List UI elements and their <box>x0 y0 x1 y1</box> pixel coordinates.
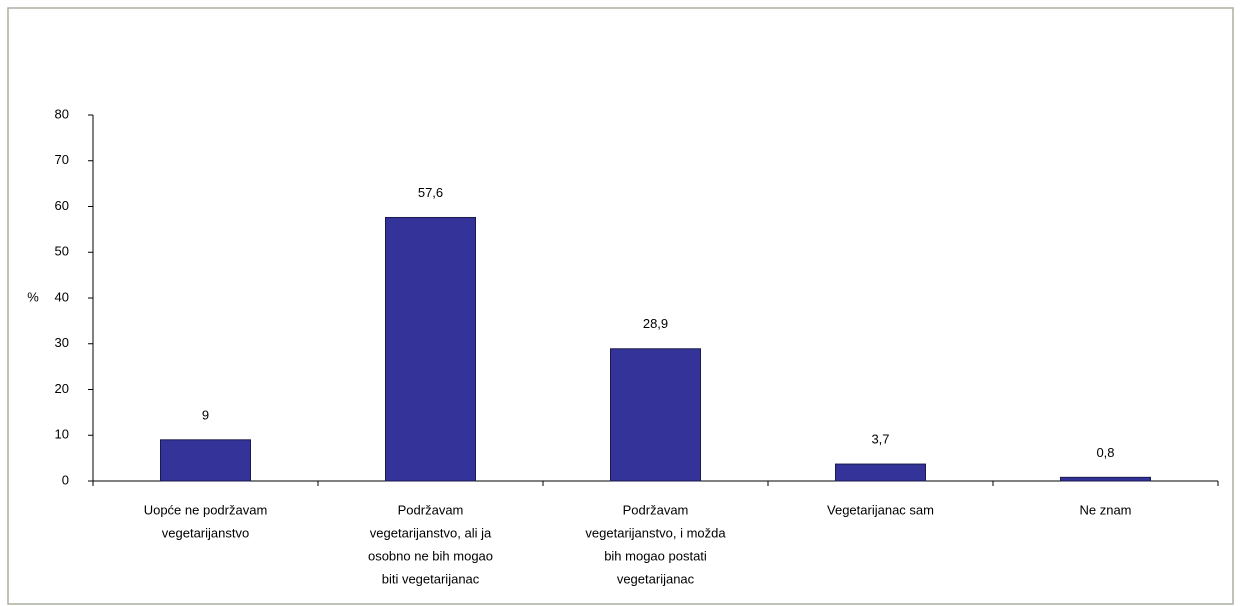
y-tick-label: 40 <box>55 289 69 304</box>
frame <box>7 7 1234 605</box>
y-tick-label: 30 <box>55 335 69 350</box>
x-tick-label: Podržavam <box>398 502 464 517</box>
x-tick-label: biti vegetarijanac <box>382 571 480 586</box>
y-tick-label: 20 <box>55 381 69 396</box>
x-tick-label: vegetarijanstvo, ali ja <box>370 525 492 540</box>
x-tick-label: vegetarijanstvo <box>162 525 249 540</box>
bar <box>835 463 926 482</box>
value-label: 9 <box>202 407 209 422</box>
y-tick-label: 70 <box>55 152 69 167</box>
bar <box>1060 476 1151 482</box>
x-tick-label: vegetarijanac <box>617 571 695 586</box>
y-tick-label: 60 <box>55 198 69 213</box>
x-tick-label: vegetarijanstvo, i možda <box>585 525 726 540</box>
x-tick-label: Podržavam <box>623 502 689 517</box>
x-tick-label: Uopće ne podržavam <box>144 502 268 517</box>
y-tick-label: 10 <box>55 427 69 442</box>
y-tick-label: 0 <box>62 472 69 487</box>
x-tick-label: bih mogao postati <box>604 548 707 563</box>
value-label: 28,9 <box>643 316 668 331</box>
x-tick-label: Ne znam <box>1079 502 1131 517</box>
value-label: 0,8 <box>1096 445 1114 460</box>
y-tick-label: 80 <box>55 106 69 121</box>
bar <box>385 216 476 482</box>
value-label: 3,7 <box>871 432 889 447</box>
value-label: 57,6 <box>418 185 443 200</box>
y-axis-label: % <box>27 289 39 304</box>
bar <box>160 439 251 482</box>
bar <box>610 348 701 482</box>
y-tick-label: 50 <box>55 244 69 259</box>
x-tick-label: osobno ne bih mogao <box>368 548 493 563</box>
x-tick-label: Vegetarijanac sam <box>827 502 934 517</box>
